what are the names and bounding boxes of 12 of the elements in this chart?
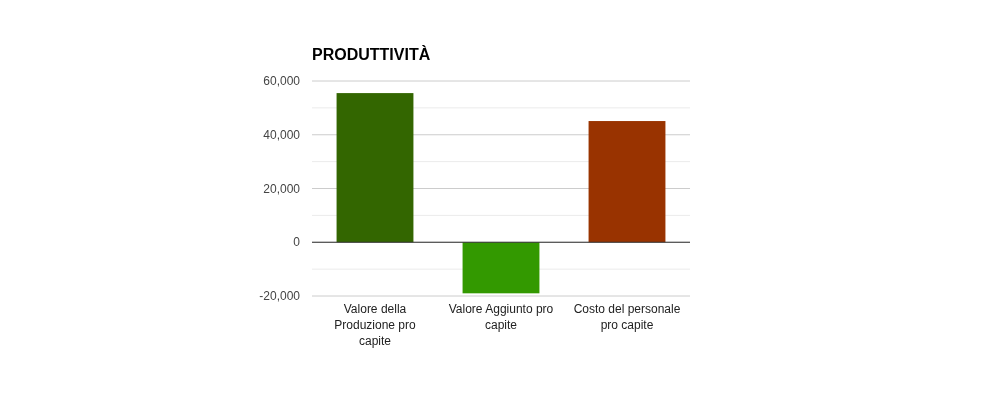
x-tick-label: Valore Aggiunto pro capite [448, 302, 554, 332]
bar [462, 242, 540, 294]
y-tick-label: -20,000 [259, 289, 301, 304]
y-tick-label: 0 [293, 235, 301, 250]
bar [588, 121, 666, 243]
y-tick-label: 20,000 [263, 181, 301, 196]
chart-title: PRODUTTIVITÀ [312, 45, 431, 63]
y-tick-label: 40,000 [263, 127, 301, 142]
x-tick-label: Costo del personale pro capite [573, 302, 681, 332]
bar [336, 93, 414, 243]
x-tick-label: Valore della Produzione pro capite [334, 302, 417, 348]
y-tick-label: 60,000 [263, 74, 301, 89]
